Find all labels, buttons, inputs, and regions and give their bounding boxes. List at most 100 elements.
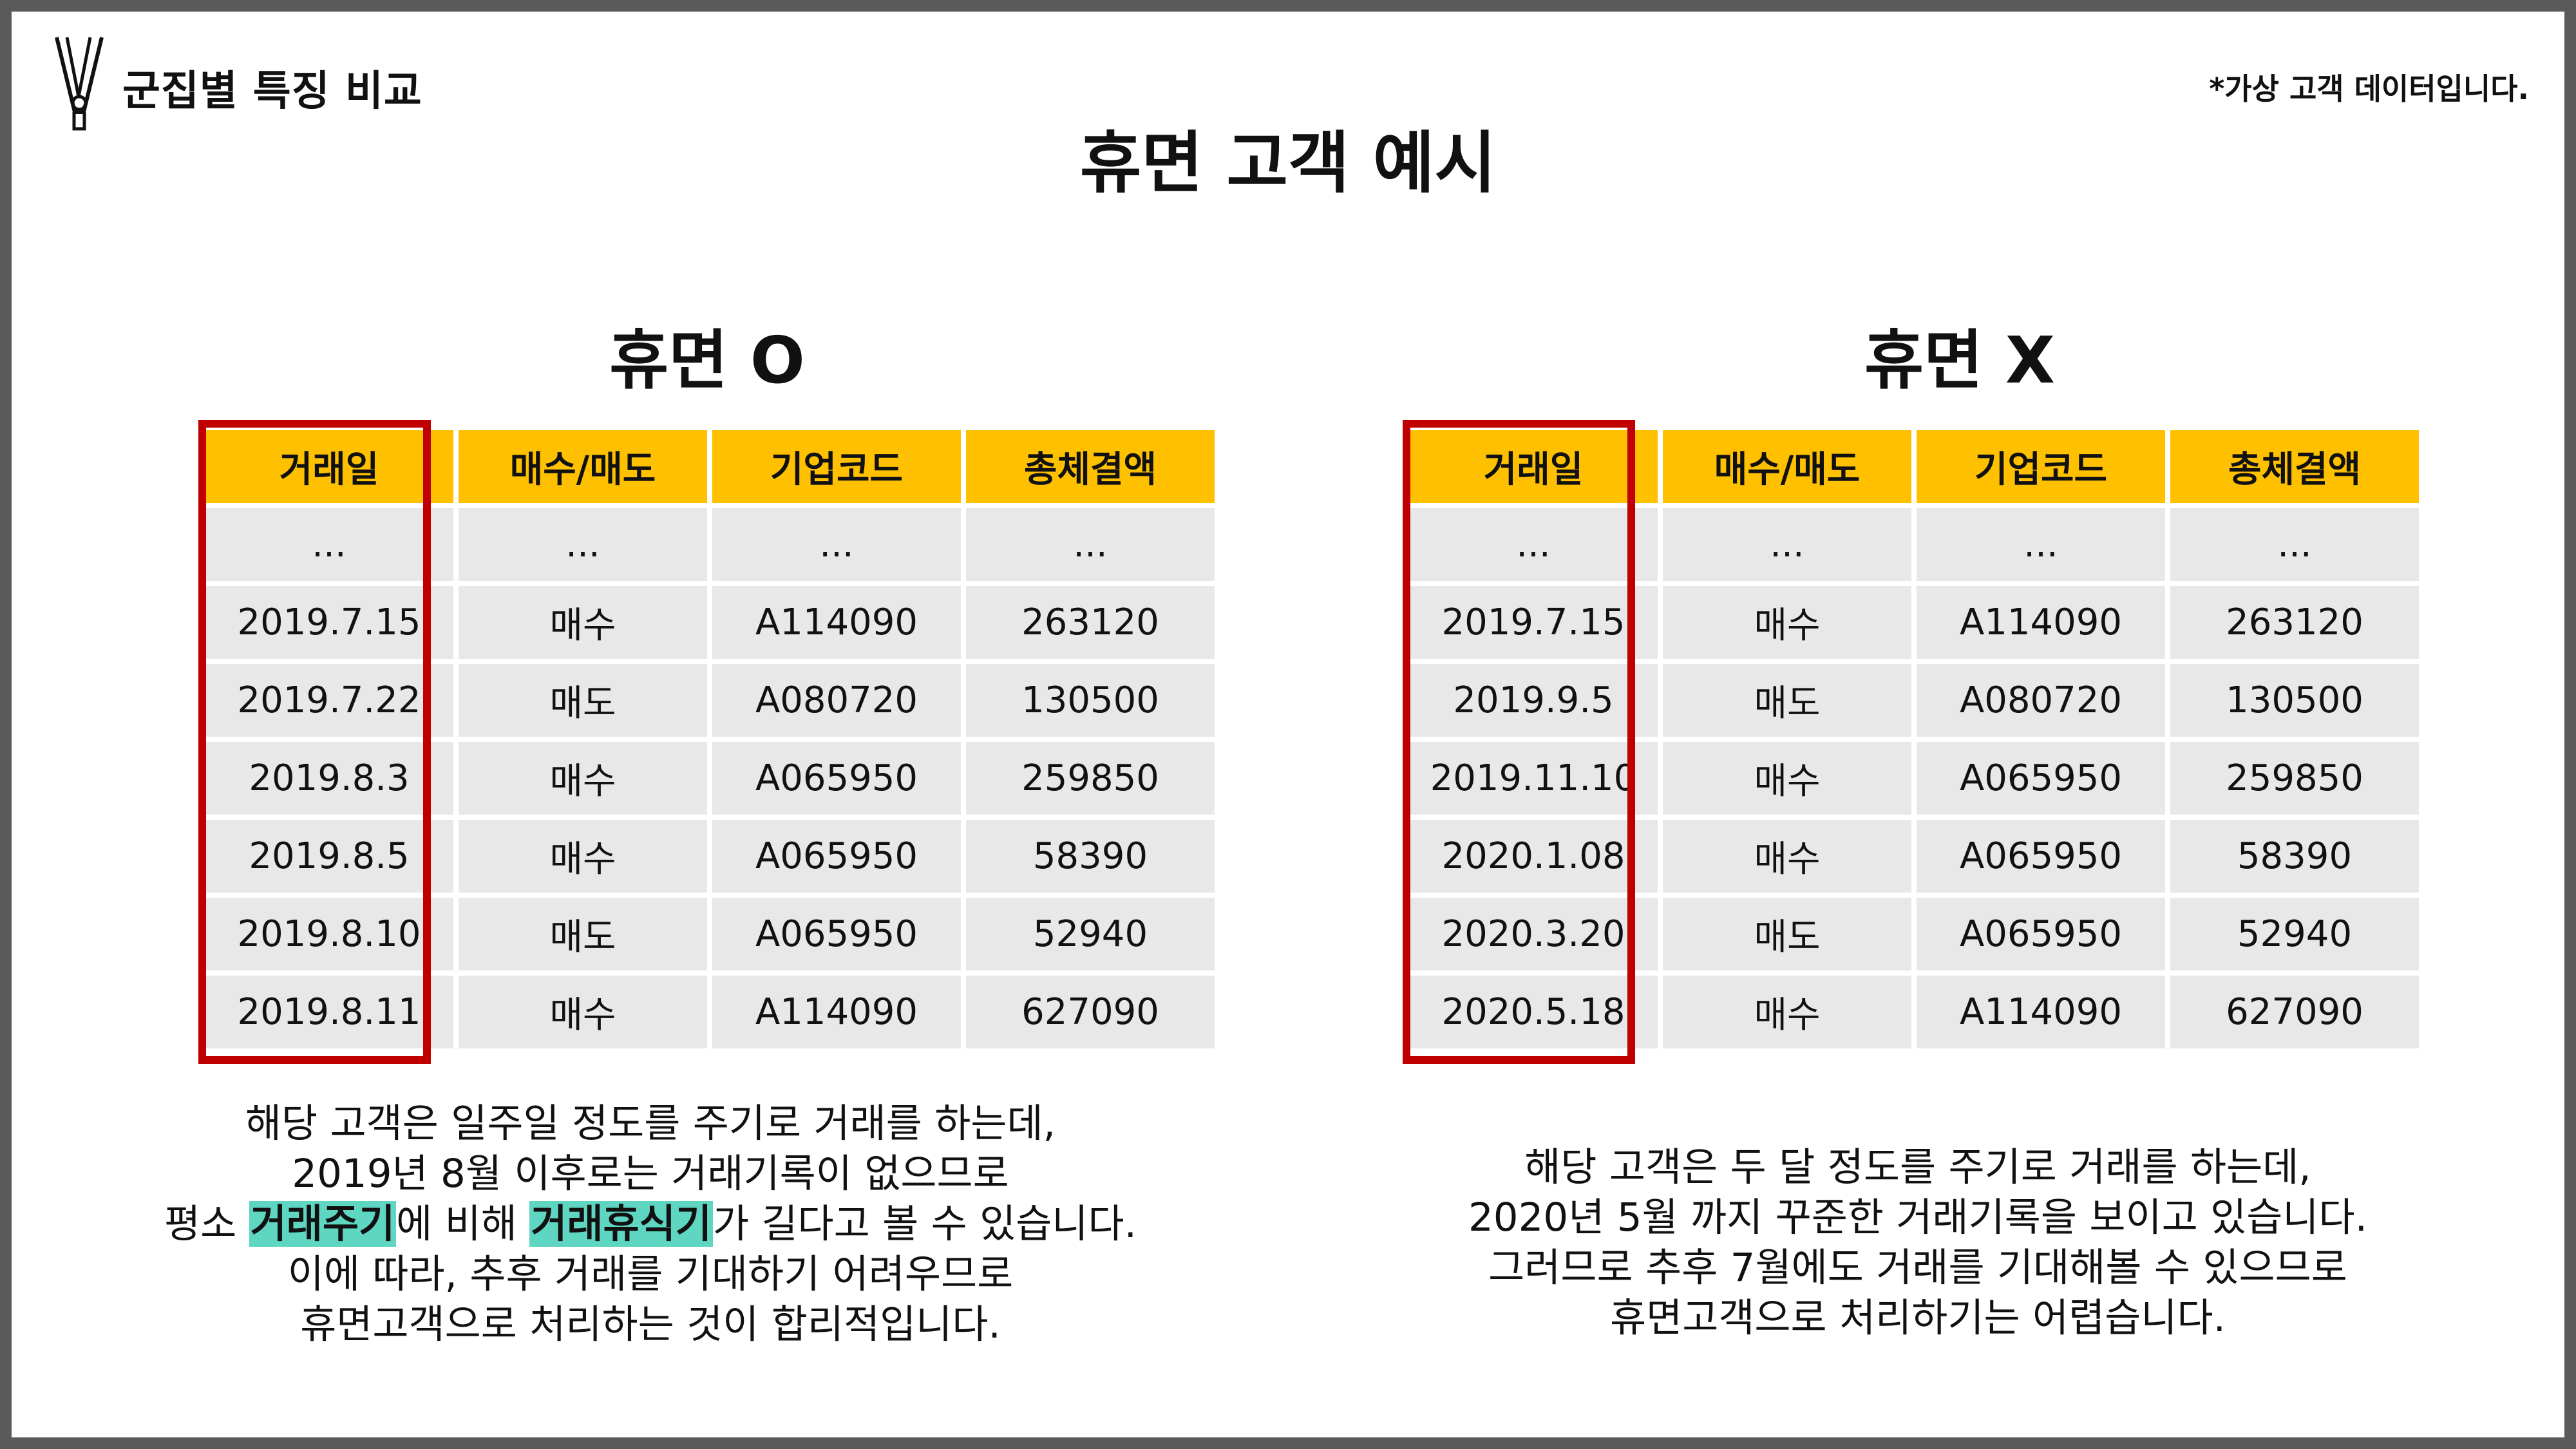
cell-date: 2019.8.3 bbox=[205, 742, 453, 815]
cell-code: A065950 bbox=[1917, 820, 2165, 893]
description-line: 2019년 8월 이후로는 거래기록이 없으므로 bbox=[292, 1151, 1009, 1197]
date-column-highlight-box bbox=[1403, 420, 1635, 1064]
cell-side: 매수 bbox=[1663, 820, 1911, 893]
description-line: 해당 고객은 두 달 정도를 주기로 거래를 하는데, bbox=[1524, 1144, 2311, 1190]
cell-code: A065950 bbox=[712, 898, 961, 971]
cell-side: 매도 bbox=[1663, 664, 1911, 737]
cell-amount: 52940 bbox=[966, 898, 1215, 971]
cell-date: 2019.7.15 bbox=[1409, 586, 1658, 659]
description-line: 그러므로 추후 7월에도 거래를 기대해볼 수 있으므로 bbox=[1488, 1245, 2347, 1291]
cell-date: ... bbox=[205, 508, 453, 581]
dormant-yes-table: 거래일 매수/매도 기업코드 총체결액 ... ... ... ... 2019… bbox=[200, 425, 1220, 1054]
cell-amount: 263120 bbox=[2170, 586, 2419, 659]
cell-amount: 58390 bbox=[966, 820, 1215, 893]
cell-side: 매수 bbox=[1663, 976, 1911, 1048]
table-row: ... ... ... ... bbox=[1409, 508, 2419, 581]
cell-amount: 259850 bbox=[2170, 742, 2419, 815]
cell-date: 2019.8.10 bbox=[205, 898, 453, 971]
date-column-highlight-box bbox=[198, 420, 431, 1064]
column-header-amount: 총체결액 bbox=[966, 430, 1215, 503]
table-row: 2019.8.11 매수 A114090 627090 bbox=[205, 976, 1215, 1048]
description-line: 이에 따라, 추후 거래를 기대하기 어려우므로 bbox=[287, 1251, 1014, 1297]
cell-amount: 627090 bbox=[2170, 976, 2419, 1048]
column-header-date: 거래일 bbox=[205, 430, 453, 503]
cell-side: 매도 bbox=[459, 898, 707, 971]
cell-amount: 627090 bbox=[966, 976, 1215, 1048]
cell-date: 2020.1.08 bbox=[1409, 820, 1658, 893]
description-line: 휴면고객으로 처리하는 것이 합리적입니다. bbox=[300, 1302, 1001, 1347]
cell-side: 매수 bbox=[1663, 586, 1911, 659]
table-row: 2019.9.5 매도 A080720 130500 bbox=[1409, 664, 2419, 737]
cell-date: ... bbox=[1409, 508, 1658, 581]
highlight-trade-cycle: 거래주기 bbox=[249, 1201, 397, 1247]
cell-amount: 259850 bbox=[966, 742, 1215, 815]
section-label: 군집별 특징 비교 bbox=[122, 68, 422, 115]
table-row: 2020.5.18 매수 A114090 627090 bbox=[1409, 976, 2419, 1048]
slide: 군집별 특징 비교 *가상 고객 데이터입니다. 휴면 고객 예시 휴면 O 휴… bbox=[12, 12, 2564, 1437]
cell-code: A114090 bbox=[712, 586, 961, 659]
cell-amount: 263120 bbox=[966, 586, 1215, 659]
dormant-no-title: 휴면 X bbox=[1864, 323, 2055, 398]
highlight-trade-rest-period: 거래휴식기 bbox=[529, 1201, 713, 1247]
table-header-row: 거래일 매수/매도 기업코드 총체결액 bbox=[205, 430, 1215, 503]
column-header-side: 매수/매도 bbox=[1663, 430, 1911, 503]
cell-amount: 52940 bbox=[2170, 898, 2419, 971]
dormant-no-description: 해당 고객은 두 달 정도를 주기로 거래를 하는데, 2020년 5월 까지 … bbox=[1306, 1142, 2530, 1343]
disclaimer-note: *가상 고객 데이터입니다. bbox=[2209, 71, 2529, 106]
cell-date: 2020.5.18 bbox=[1409, 976, 1658, 1048]
page-title: 휴면 고객 예시 bbox=[1079, 124, 1497, 202]
cell-date: 2020.3.20 bbox=[1409, 898, 1658, 971]
cell-amount: 58390 bbox=[2170, 820, 2419, 893]
cell-code: A065950 bbox=[712, 820, 961, 893]
dormant-yes-title: 휴면 O bbox=[609, 323, 805, 398]
cell-date: 2019.7.15 bbox=[205, 586, 453, 659]
cell-code: A065950 bbox=[1917, 742, 2165, 815]
dormant-yes-description: 해당 고객은 일주일 정도를 주기로 거래를 하는데, 2019년 8월 이후로… bbox=[135, 1099, 1166, 1350]
cell-date: 2019.8.11 bbox=[205, 976, 453, 1048]
column-header-amount: 총체결액 bbox=[2170, 430, 2419, 503]
table-row: 2019.11.10 매수 A065950 259850 bbox=[1409, 742, 2419, 815]
cell-side: ... bbox=[1663, 508, 1911, 581]
column-header-date: 거래일 bbox=[1409, 430, 1658, 503]
cell-amount: 130500 bbox=[966, 664, 1215, 737]
cell-code: A114090 bbox=[712, 976, 961, 1048]
cell-code: A114090 bbox=[1917, 586, 2165, 659]
cell-date: 2019.11.10 bbox=[1409, 742, 1658, 815]
table-row: 2019.7.22 매도 A080720 130500 bbox=[205, 664, 1215, 737]
cell-date: 2019.7.22 bbox=[205, 664, 453, 737]
description-line: 해당 고객은 일주일 정도를 주기로 거래를 하는데, bbox=[245, 1101, 1056, 1146]
cell-side: 매수 bbox=[459, 742, 707, 815]
cell-code: A080720 bbox=[712, 664, 961, 737]
cell-side: 매수 bbox=[459, 586, 707, 659]
cell-code: A114090 bbox=[1917, 976, 2165, 1048]
cell-side: 매수 bbox=[1663, 742, 1911, 815]
cell-side: 매도 bbox=[459, 664, 707, 737]
cell-date: 2019.9.5 bbox=[1409, 664, 1658, 737]
description-line: 평소 거래주기에 비해 거래휴식기가 길다고 볼 수 있습니다. bbox=[135, 1199, 1166, 1249]
dormant-no-table: 거래일 매수/매도 기업코드 총체결액 ... ... ... ... 2019… bbox=[1404, 425, 2424, 1054]
cell-amount: ... bbox=[2170, 508, 2419, 581]
table-row: 2019.7.15 매수 A114090 263120 bbox=[205, 586, 1215, 659]
clothespin-icon bbox=[55, 37, 104, 131]
table-row: 2019.8.5 매수 A065950 58390 bbox=[205, 820, 1215, 893]
cell-amount: 130500 bbox=[2170, 664, 2419, 737]
cell-side: 매도 bbox=[1663, 898, 1911, 971]
cell-side: ... bbox=[459, 508, 707, 581]
cell-code: A080720 bbox=[1917, 664, 2165, 737]
table-row: ... ... ... ... bbox=[205, 508, 1215, 581]
table-row: 2020.1.08 매수 A065950 58390 bbox=[1409, 820, 2419, 893]
column-header-code: 기업코드 bbox=[1917, 430, 2165, 503]
column-header-side: 매수/매도 bbox=[459, 430, 707, 503]
cell-code: ... bbox=[712, 508, 961, 581]
cell-date: 2019.8.5 bbox=[205, 820, 453, 893]
cell-code: A065950 bbox=[1917, 898, 2165, 971]
table-row: 2020.3.20 매도 A065950 52940 bbox=[1409, 898, 2419, 971]
description-text: 가 길다고 볼 수 있습니다. bbox=[712, 1201, 1137, 1247]
cell-amount: ... bbox=[966, 508, 1215, 581]
cell-code: ... bbox=[1917, 508, 2165, 581]
cell-side: 매수 bbox=[459, 976, 707, 1048]
description-text: 에 비해 bbox=[396, 1201, 530, 1247]
description-text: 평소 bbox=[164, 1201, 249, 1247]
description-line: 2020년 5월 까지 꾸준한 거래기록을 보이고 있습니다. bbox=[1468, 1195, 2368, 1240]
table-header-row: 거래일 매수/매도 기업코드 총체결액 bbox=[1409, 430, 2419, 503]
